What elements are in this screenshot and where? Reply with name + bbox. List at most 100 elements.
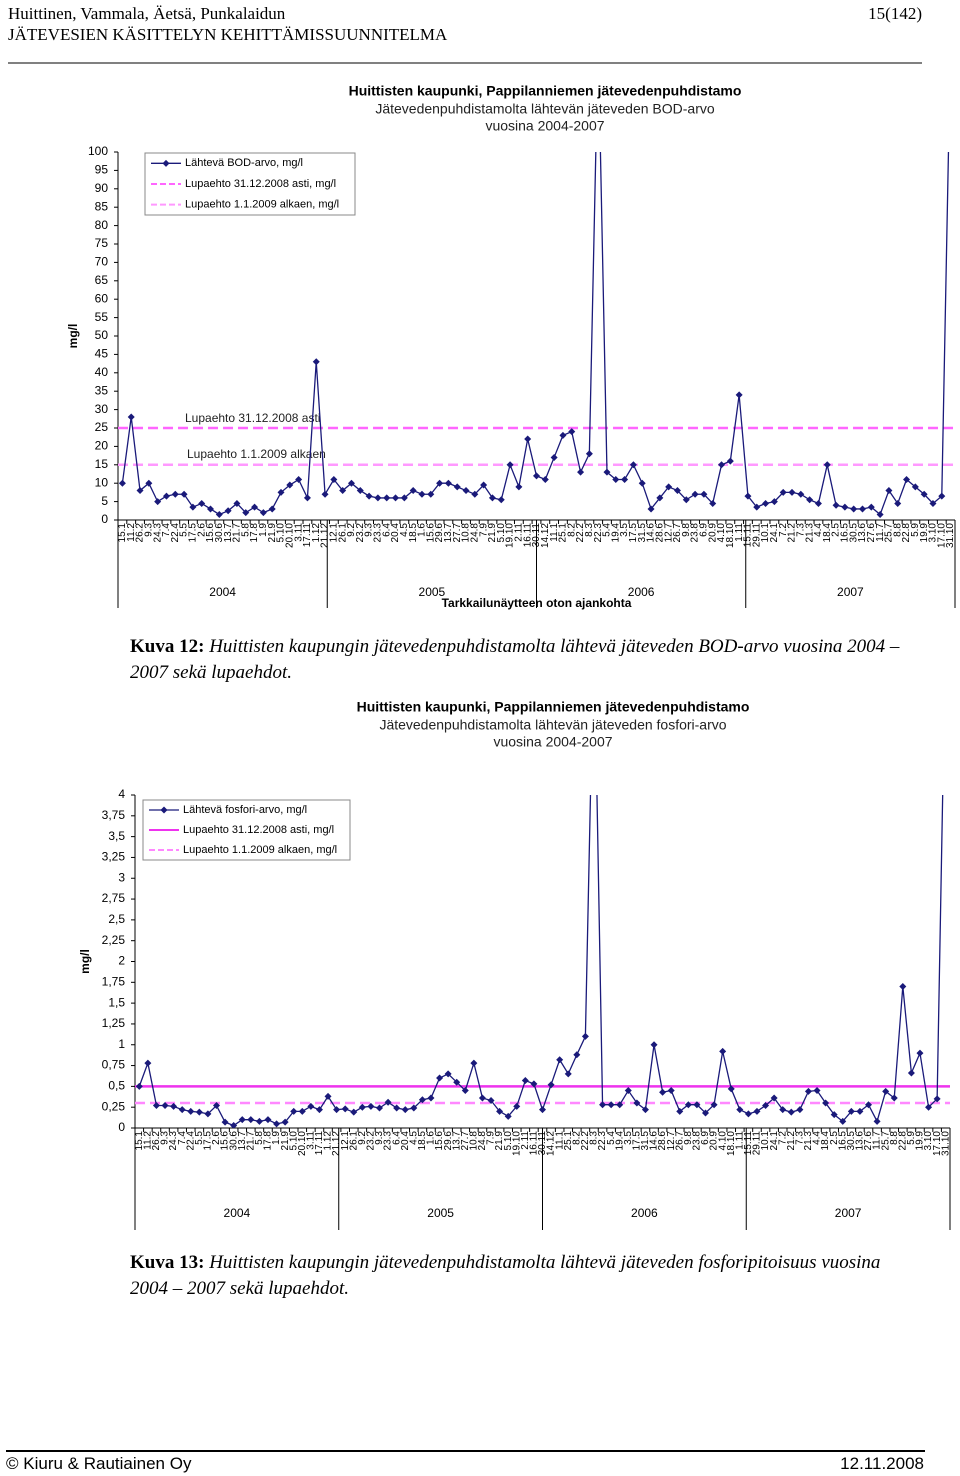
x-tick-label: 3.10	[928, 523, 939, 543]
legend-label: Lupaehto 31.12.2008 asti, mg/l	[183, 824, 334, 836]
x-tick-label: 19.10	[505, 523, 516, 548]
y-tick-label: 10	[95, 475, 109, 489]
x-tick-label: 13.7	[223, 523, 234, 543]
data-point	[700, 490, 708, 498]
x-tick-label: 24.3	[168, 1131, 179, 1151]
x-tick-label: 20.4	[400, 1131, 411, 1151]
x-tick-label: 5.4	[602, 523, 613, 537]
x-tick-label: 5.10	[503, 1131, 514, 1151]
y-tick-label: 2,5	[108, 912, 125, 926]
legend-label: Lähtevä BOD-arvo, mg/l	[185, 157, 303, 169]
x-tick-label: 7.2	[778, 523, 789, 537]
data-point	[736, 1106, 744, 1114]
data-point	[333, 1106, 341, 1114]
y-tick-label: 15	[95, 457, 109, 471]
data-point	[418, 1096, 426, 1104]
data-point	[638, 479, 646, 487]
x-tick-label: 13.6	[855, 1131, 866, 1151]
y-tick-label: 0	[101, 512, 108, 526]
data-point	[806, 496, 814, 504]
data-point	[195, 1108, 203, 1116]
data-point	[487, 1097, 495, 1105]
x-tick-label: 8.8	[889, 1131, 900, 1145]
x-tick-label: 7.3	[795, 523, 806, 537]
x-tick-label: 21.9	[280, 1131, 291, 1151]
x-tick-label: 14.6	[646, 523, 657, 543]
data-point	[496, 1107, 504, 1115]
data-point	[189, 503, 197, 511]
x-tick-label: 5.8	[254, 1131, 265, 1145]
caption-label: Kuva 12:	[130, 636, 205, 657]
x-tick-label: 9.2	[357, 1131, 368, 1145]
data-point	[882, 1087, 890, 1095]
annotation: Lupaehto 31.12.2008 asti	[185, 411, 320, 425]
data-point	[650, 1041, 658, 1049]
x-tick-label: 17.10	[932, 1131, 943, 1156]
data-point	[497, 496, 505, 504]
x-tick-label: 6.4	[381, 523, 392, 537]
y-tick-label: 0,25	[102, 1099, 126, 1113]
data-point	[929, 499, 937, 507]
data-point	[436, 479, 444, 487]
header-line: Huittinen, Vammala, Äetsä, Punkalaidun	[8, 4, 286, 23]
x-tick-label: 15.6	[205, 523, 216, 543]
legend-label: Lupaehto 31.12.2008 asti, mg/l	[185, 178, 336, 190]
y-tick-label: 70	[95, 255, 109, 269]
data-point	[577, 468, 585, 476]
x-tick-label: 5.10	[276, 523, 287, 543]
data-point	[633, 1099, 641, 1107]
x-tick-label: 31.10	[940, 1131, 951, 1156]
data-point	[144, 1059, 152, 1067]
x-tick-label: 20.10	[284, 523, 295, 548]
data-point	[136, 487, 144, 495]
x-tick-label: 1.9	[258, 523, 269, 537]
data-point	[230, 1122, 238, 1128]
x-tick-label: 21.9	[494, 1131, 505, 1151]
x-tick-label: 21.12	[331, 1131, 342, 1156]
data-point	[233, 499, 241, 507]
data-point	[693, 1101, 701, 1109]
x-tick-label: 21.2	[786, 1131, 797, 1151]
chart-subtitle: vuosina 2004-2007	[485, 118, 604, 134]
data-point	[286, 481, 294, 489]
data-point	[916, 1049, 924, 1057]
y-tick-label: 1	[118, 1037, 125, 1051]
x-tick-label: 21.9	[267, 523, 278, 543]
x-tick-label: 30.6	[228, 1131, 239, 1151]
data-point	[830, 1111, 838, 1119]
data-point	[942, 625, 949, 632]
caption-label: Kuva 13:	[130, 1252, 205, 1273]
x-tick-label: 7.4	[177, 1131, 188, 1145]
data-point	[624, 1087, 632, 1095]
x-tick-label: 31.5	[637, 523, 648, 543]
x-tick-label: 27.7	[452, 523, 463, 543]
y-tick-label: 90	[95, 181, 109, 195]
y-tick-label: 40	[95, 365, 109, 379]
y-tick-label: 2	[118, 954, 125, 968]
y-tick-label: 0,5	[108, 1079, 125, 1093]
legend-label: Lupaehto 1.1.2009 alkaen, mg/l	[183, 844, 337, 856]
x-tick-label: 18.5	[408, 523, 419, 543]
chart-subtitle: Jätevedenpuhdistamolta lähtevän jätevede…	[375, 101, 715, 117]
x-tick-label: 22.3	[593, 523, 604, 543]
y-tick-label: 2,25	[102, 933, 126, 947]
x-tick-label: 16.11	[529, 1131, 540, 1156]
data-point	[823, 461, 831, 469]
x-tick-label: 8.3	[584, 523, 595, 537]
x-tick-label: 11.1	[549, 523, 560, 542]
data-point	[787, 1108, 795, 1116]
y-tick-label: 85	[95, 199, 109, 213]
data-point	[383, 494, 391, 502]
x-tick-label: 4.10	[716, 523, 727, 543]
data-point	[135, 1082, 143, 1090]
x-tick-label: 21.7	[245, 1131, 256, 1151]
x-tick-label: 16.11	[522, 523, 533, 548]
data-point	[726, 457, 734, 465]
x-tick-label: 29.11	[752, 1131, 763, 1156]
data-point	[550, 453, 558, 461]
chart-subtitle: Jätevedenpuhdistamolta lähtevän jätevede…	[379, 717, 726, 733]
x-tick-label: 2.6	[211, 1131, 222, 1145]
data-point	[374, 494, 382, 502]
